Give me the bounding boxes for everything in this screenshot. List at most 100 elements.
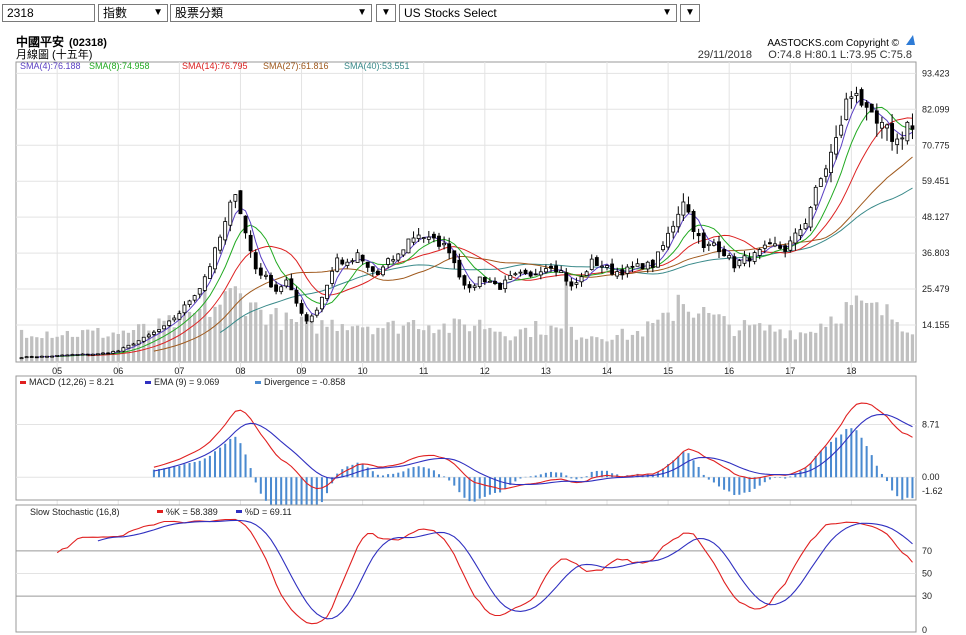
candle-body: [737, 260, 742, 267]
volume-bar: [361, 327, 365, 362]
candle-body: [783, 245, 788, 252]
volume-bar: [310, 317, 314, 362]
price-axis-tick: 93.423: [922, 68, 950, 78]
candle-body: [182, 304, 187, 314]
candle-body: [482, 277, 487, 283]
symbol-input[interactable]: 2318: [2, 4, 95, 22]
volume-bar: [274, 308, 278, 362]
year-axis-tick: 05: [52, 366, 62, 376]
volume-bar: [177, 310, 181, 362]
candle-body: [895, 138, 900, 146]
market-expand-button[interactable]: ▼: [680, 4, 700, 22]
brand-text: AASTOCKS.com Copyright ©: [767, 38, 899, 49]
volume-bar: [707, 312, 711, 362]
candle-body: [808, 207, 813, 228]
candle-body: [279, 286, 284, 293]
sector-select[interactable]: 股票分類 ▼: [170, 4, 372, 22]
volume-bar: [905, 332, 909, 362]
candle-body: [360, 254, 365, 262]
volume-bar: [742, 320, 747, 362]
volume-bar: [355, 325, 360, 362]
volume-bar: [615, 334, 619, 362]
volume-bar: [254, 302, 258, 362]
stochastic-panel-frame: [15, 504, 917, 633]
candle-body: [910, 125, 915, 130]
volume-bar: [269, 314, 273, 362]
candle-body: [253, 252, 258, 270]
candle-body: [29, 356, 34, 358]
candle-body: [533, 273, 538, 276]
candle-body: [116, 350, 121, 353]
candle-body: [696, 233, 701, 237]
volume-bar: [839, 323, 843, 362]
candle-body: [666, 232, 671, 248]
candle-body: [803, 223, 808, 230]
candle-body: [900, 137, 905, 140]
volume-bar: [865, 303, 869, 362]
volume-bar: [585, 338, 589, 362]
candle-body: [676, 213, 681, 228]
candle-body: [330, 270, 335, 284]
volume-bar: [249, 302, 253, 362]
candle-body: [650, 259, 655, 268]
volume-bar: [320, 320, 324, 362]
candle-body: [411, 237, 416, 243]
volume-bar: [299, 316, 304, 362]
candle-body: [202, 276, 207, 291]
candle-body: [559, 270, 564, 273]
candle-body: [248, 234, 253, 252]
sector-expand-button[interactable]: ▼: [376, 4, 396, 22]
candle-body: [518, 271, 523, 274]
candle-body: [732, 256, 737, 269]
volume-bar: [81, 330, 85, 362]
candle-body: [314, 309, 319, 316]
candle-body: [874, 110, 879, 124]
stochastic-k-line: [56, 518, 913, 625]
candle-body: [584, 271, 589, 276]
candle-body: [375, 270, 380, 276]
volume-bar: [712, 314, 716, 362]
volume-bar: [406, 322, 411, 362]
volume-bar: [859, 300, 864, 362]
candle-body: [599, 265, 604, 268]
volume-bar: [462, 324, 467, 362]
candle-body: [620, 269, 625, 276]
volume-bar: [381, 328, 385, 362]
year-axis-tick: 08: [235, 366, 245, 376]
candle-body: [691, 210, 696, 232]
price-axis-tick: 36.803: [922, 248, 950, 258]
candle-body: [788, 240, 793, 251]
candle-body: [818, 178, 823, 187]
category-select[interactable]: 指數 ▼: [98, 4, 168, 22]
candle-body: [162, 325, 167, 330]
volume-bar: [554, 327, 558, 362]
volume-bar: [325, 326, 329, 362]
volume-bar: [727, 324, 731, 362]
price-axis-tick: 14.155: [922, 320, 950, 330]
candle-body: [243, 215, 248, 234]
candle-body: [416, 234, 421, 239]
candle-body: [197, 288, 202, 295]
price-axis-tick: 25.479: [922, 284, 950, 294]
volume-bar: [203, 283, 207, 362]
volume-bar: [773, 331, 777, 362]
volume-bar: [305, 316, 309, 362]
candle-body: [19, 357, 24, 360]
candle-body: [80, 353, 85, 356]
candle-body: [503, 279, 508, 289]
market-select[interactable]: US Stocks Select ▼: [399, 4, 677, 22]
volume-bar: [549, 325, 553, 362]
volume-bar: [513, 336, 517, 362]
volume-bar: [691, 317, 696, 362]
candle-body: [462, 275, 467, 286]
volume-bar: [661, 312, 665, 362]
stochastic-axis-tick: 0: [922, 625, 927, 635]
candle-body: [426, 236, 431, 240]
candle-body: [218, 236, 223, 251]
candle-body: [762, 244, 767, 249]
candle-body: [879, 121, 884, 129]
sma27-legend: SMA(27):61.816: [263, 61, 329, 71]
candle-body: [487, 280, 492, 283]
volume-bar: [243, 316, 248, 362]
volume-bar: [30, 336, 34, 362]
